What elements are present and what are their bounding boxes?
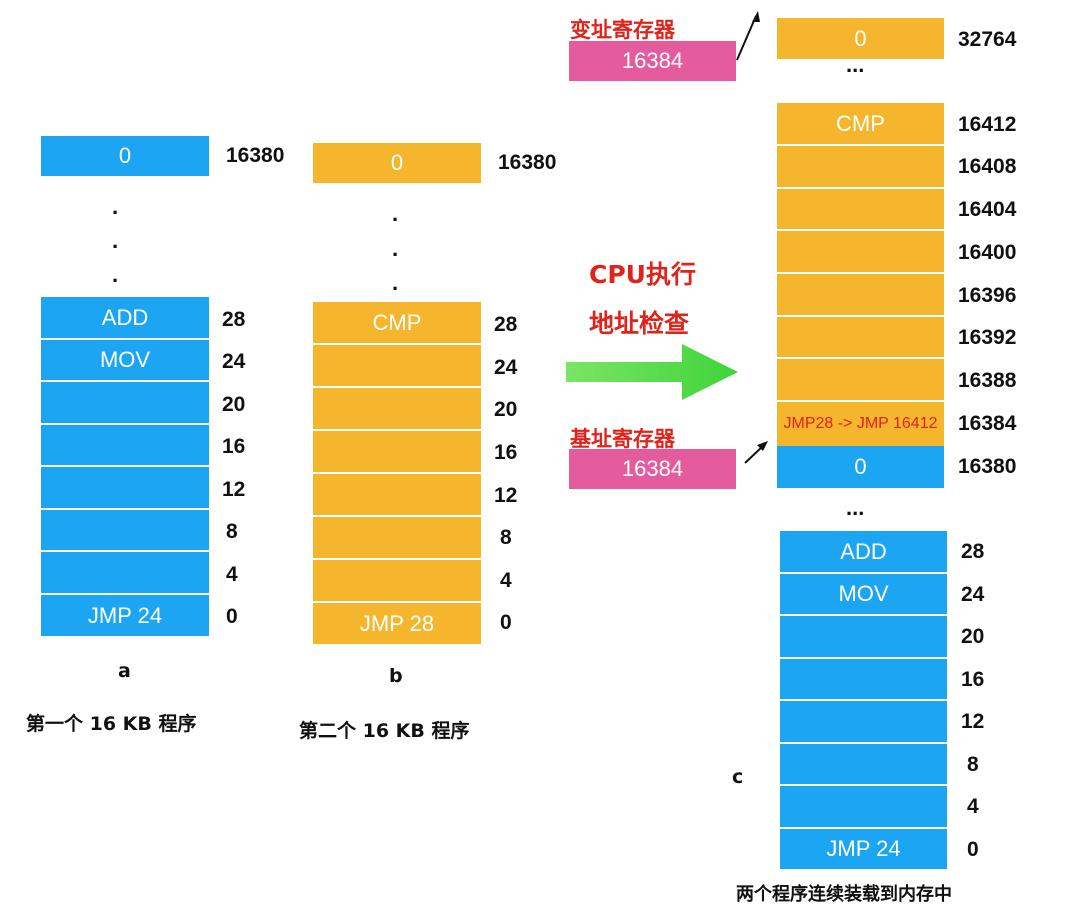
memory-c-orange-cell	[777, 317, 944, 359]
ellipsis-dot: .	[112, 262, 119, 287]
memory-c-orange-addr: 16392	[958, 326, 1017, 349]
memory-c-orange-cell	[777, 359, 944, 402]
memory-c-blue-cell: JMP 24	[780, 829, 947, 869]
program-b-addr: 28	[494, 313, 518, 336]
program-b-top-cell: 0	[313, 143, 481, 183]
green-arrow-icon	[566, 344, 738, 400]
program-b-addr: 8	[500, 526, 512, 549]
memory-c-blue-cell	[780, 786, 947, 829]
memory-c-orange-cell	[777, 189, 944, 231]
memory-c-top-cell: 0	[777, 18, 944, 59]
memory-c-blue-cell	[780, 701, 947, 744]
memory-c-blue-addr: 0	[967, 838, 979, 861]
base-register-label: 基址寄存器	[570, 427, 675, 451]
program-b-cell	[313, 345, 481, 388]
memory-c-orange-addr: 16384	[958, 412, 1017, 435]
program-b-cell: CMP	[313, 302, 481, 345]
program-a-cell	[41, 425, 209, 467]
program-a-addr: 0	[226, 605, 238, 628]
memory-c-blue-cell: ADD	[780, 531, 947, 574]
program-b-cell	[313, 517, 481, 560]
memory-c-orange-addr: 16404	[958, 198, 1017, 221]
program-a-cell: MOV	[41, 340, 209, 382]
memory-c-orange-addr: 16400	[958, 241, 1017, 264]
memory-c-boundary-addr: 16380	[958, 455, 1017, 478]
program-a-cell	[41, 552, 209, 595]
program-a-addr: 12	[222, 478, 246, 501]
memory-c-blue-cell	[780, 659, 947, 701]
jmp-rewrite-note: JMP28 -> JMP 16412	[783, 415, 938, 432]
program-b-letter: b	[389, 665, 403, 687]
memory-c-boundary-cell: 0	[777, 446, 944, 488]
memory-c-blue-addr: 20	[961, 625, 985, 648]
program-b-addr: 0	[500, 611, 512, 634]
memory-c-top-addr: 32764	[958, 28, 1017, 51]
memory-c-orange-addr: 16396	[958, 284, 1017, 307]
memory-c-orange-cell: JMP28 -> JMP 16412	[777, 402, 944, 446]
program-a-top-addr: 16380	[226, 144, 285, 167]
program-b-addr: 12	[494, 484, 518, 507]
program-a-cell	[41, 382, 209, 425]
memory-c-orange-addr: 16388	[958, 369, 1017, 392]
memory-c-blue-addr: 24	[961, 583, 985, 606]
program-b-cell: JMP 28	[313, 603, 481, 644]
memory-c-orange-addr: 16408	[958, 155, 1017, 178]
memory-c-blue-cell	[780, 616, 947, 659]
memory-c-blue-addr: 16	[961, 668, 985, 691]
memory-c-orange-cell: CMP	[777, 103, 944, 146]
program-a-letter: a	[118, 660, 131, 682]
program-a-cell: JMP 24	[41, 595, 209, 636]
program-b-cell	[313, 474, 481, 517]
program-a-addr: 28	[222, 308, 246, 331]
ellipsis-dot: .	[392, 201, 399, 226]
program-a-cell	[41, 510, 209, 552]
memory-c-letter: c	[732, 766, 744, 788]
memory-c-orange-cell	[777, 274, 944, 317]
program-b-addr: 20	[494, 398, 518, 421]
memory-c-blue-addr: 8	[967, 753, 979, 776]
memory-c-ellipsis-top: ...	[846, 52, 865, 77]
program-a-cell	[41, 467, 209, 510]
program-a-cell: ADD	[41, 297, 209, 340]
ellipsis-dot: .	[112, 194, 119, 219]
program-b-cell	[313, 388, 481, 431]
limit-register-value: 16384	[569, 41, 736, 81]
address-check-label: 地址检查	[589, 309, 690, 338]
program-a-addr: 8	[226, 520, 238, 543]
program-a-addr: 20	[222, 393, 246, 416]
ellipsis-dot: .	[392, 236, 399, 261]
program-a-addr: 4	[226, 563, 238, 586]
program-a-caption: 第一个 16 KB 程序	[26, 713, 197, 735]
program-a-addr: 16	[222, 435, 246, 458]
memory-c-blue-cell	[780, 744, 947, 786]
program-b-addr: 24	[494, 356, 518, 379]
program-b-caption: 第二个 16 KB 程序	[299, 720, 470, 742]
memory-c-caption: 两个程序连续装载到内存中	[736, 884, 952, 905]
memory-c-blue-addr: 12	[961, 710, 985, 733]
base-register-value: 16384	[569, 449, 736, 489]
memory-c-blue-cell: MOV	[780, 574, 947, 616]
limit-register-arrow-icon	[736, 15, 757, 61]
cpu-exec-label: CPU执行	[589, 260, 696, 289]
program-b-addr: 16	[494, 441, 518, 464]
memory-c-orange-cell	[777, 231, 944, 274]
program-a-top-cell: 0	[41, 136, 209, 176]
memory-c-orange-addr: 16412	[958, 113, 1017, 136]
memory-c-ellipsis-mid: ...	[846, 495, 865, 520]
program-a-addr: 24	[222, 350, 246, 373]
memory-c-orange-cell	[777, 146, 944, 189]
limit-register-label: 变址寄存器	[570, 18, 675, 42]
program-b-cell	[313, 431, 481, 474]
ellipsis-dot: .	[392, 270, 399, 295]
memory-c-blue-addr: 4	[967, 795, 979, 818]
memory-c-blue-addr: 28	[961, 540, 985, 563]
program-b-top-addr: 16380	[498, 151, 557, 174]
ellipsis-dot: .	[112, 228, 119, 253]
program-b-cell	[313, 560, 481, 603]
program-b-addr: 4	[500, 569, 512, 592]
